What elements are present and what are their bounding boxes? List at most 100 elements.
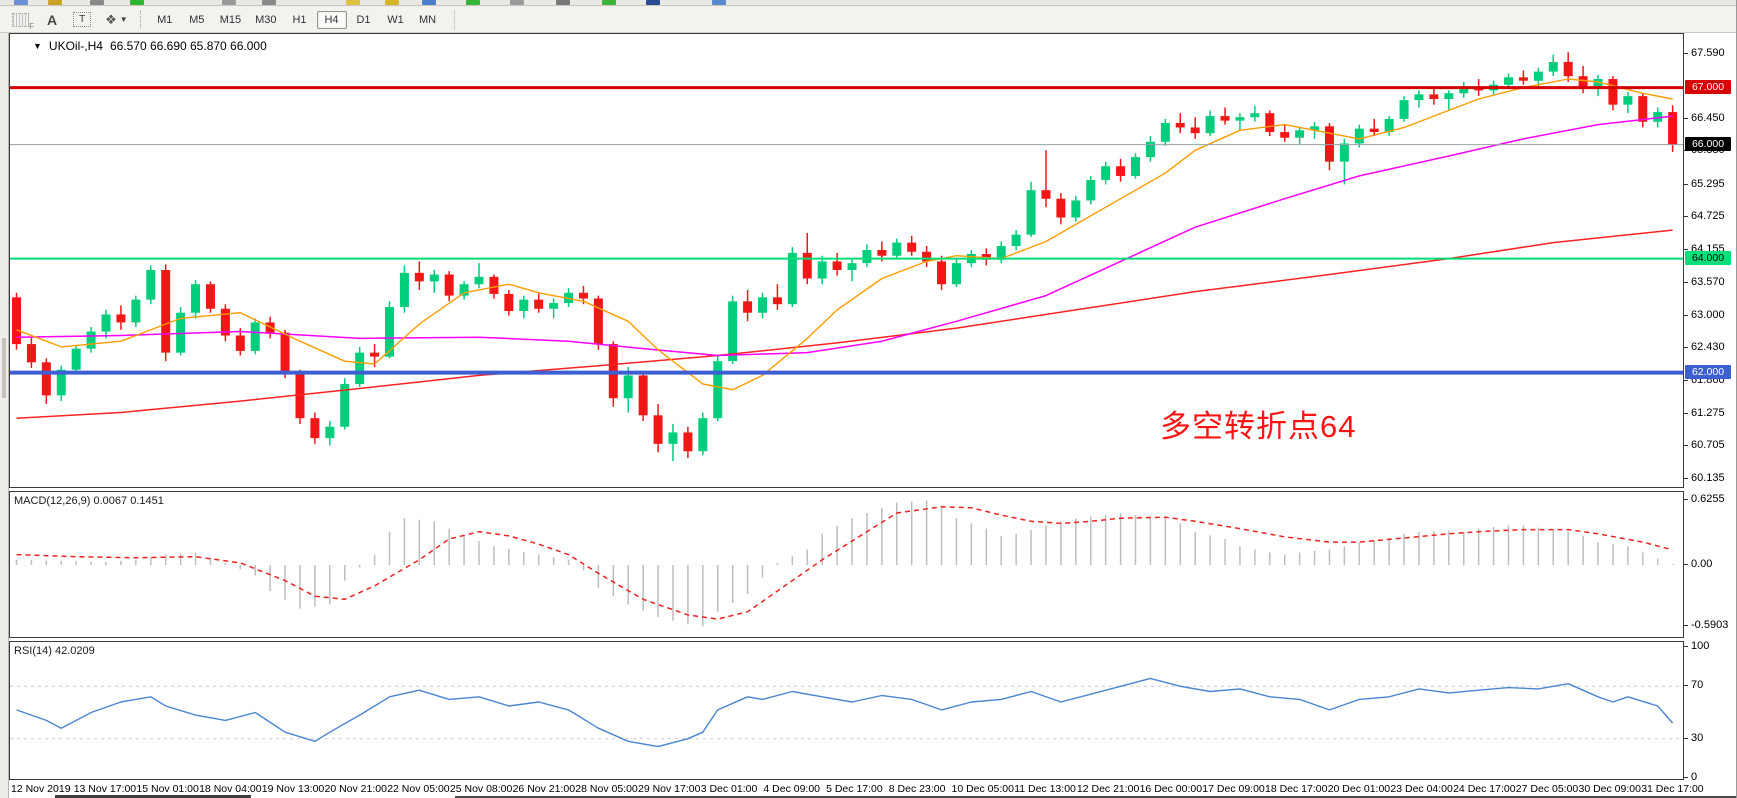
date-label: 16 Dec 00:00 xyxy=(1139,783,1203,795)
rsi-tick-label: 70 xyxy=(1691,679,1704,692)
timeframe-button-d1[interactable]: D1 xyxy=(356,13,371,26)
chart-symbol-label: UKOil-,H4 xyxy=(48,39,103,53)
axis-tick-mark xyxy=(1684,282,1688,284)
clipped-icon xyxy=(466,0,480,5)
macd-tick-label: 0.6255 xyxy=(1691,492,1725,505)
macd-histogram xyxy=(15,500,1674,627)
chart-window: ▼ UKOil-,H4 66.570 66.690 65.870 66.000 … xyxy=(9,33,1737,798)
axis-tick-mark xyxy=(1684,117,1688,119)
horizontal-scrollbar-thumb[interactable] xyxy=(55,795,251,798)
clipped-icon xyxy=(222,0,236,5)
clipped-icon xyxy=(646,0,660,5)
timeframe-button-h4[interactable]: H4 xyxy=(316,10,347,29)
date-axis[interactable]: 12 Nov 2019 13 Nov 17:00 15 Nov 01:00 18 No… xyxy=(9,781,1737,798)
date-label: 25 Nov 08:00 xyxy=(449,783,513,795)
clipped-icon xyxy=(385,0,399,5)
timeframe-button-m1[interactable]: M1 xyxy=(157,13,173,26)
clipped-icon xyxy=(130,0,144,5)
clipped-icon xyxy=(90,0,104,5)
price-badge-67.000: 67.000 xyxy=(1685,79,1731,94)
price-tick-label: 64.725 xyxy=(1691,210,1725,223)
macd-tick-label: -0.5903 xyxy=(1691,619,1729,632)
timeframe-button-mn[interactable]: MN xyxy=(418,13,437,26)
axis-tick-mark xyxy=(1684,183,1688,185)
clipped-icon xyxy=(422,0,436,5)
axis-tick-mark xyxy=(1684,685,1688,687)
price-tick-label: 67.590 xyxy=(1691,46,1725,59)
rsi-canvas[interactable] xyxy=(10,642,1683,779)
date-label: 19 Nov 13:00 xyxy=(261,783,325,795)
timeframe-button-m30[interactable]: M30 xyxy=(255,13,277,26)
price-tick-label: 65.295 xyxy=(1691,177,1725,190)
date-label: 18 Dec 17:00 xyxy=(1265,783,1328,795)
macd-tick-label: 0.00 xyxy=(1691,558,1713,570)
axis-tick-mark xyxy=(1684,445,1688,447)
axis-tick-mark xyxy=(1684,216,1688,218)
date-label: 20 Nov 21:00 xyxy=(324,783,387,795)
date-label: 31 Dec 17:00 xyxy=(1641,783,1704,795)
axis-tick-mark xyxy=(1684,646,1688,647)
axis-tick-mark xyxy=(1684,737,1688,739)
price-tick-label: 63.570 xyxy=(1691,276,1725,289)
date-label: 18 Nov 04:00 xyxy=(199,783,262,795)
date-label: 24 Dec 17:00 xyxy=(1453,783,1516,795)
price-chart-canvas[interactable] xyxy=(10,34,1683,487)
rsi-tick-label: 0 xyxy=(1691,771,1698,783)
timeframe-button-w1[interactable]: W1 xyxy=(387,13,404,26)
date-label: 4 Dec 09:00 xyxy=(763,783,821,795)
rsi-tick-label: 100 xyxy=(1691,640,1710,652)
date-label: 10 Dec 05:00 xyxy=(951,783,1014,795)
grid-cursor-icon[interactable]: F xyxy=(12,12,34,31)
date-label: 30 Dec 09:00 xyxy=(1578,783,1641,795)
timeframe-button-m5[interactable]: M5 xyxy=(189,13,205,26)
date-label: 8 Dec 23:00 xyxy=(888,783,946,795)
date-label: 29 Nov 17:00 xyxy=(638,783,701,795)
axis-tick-mark xyxy=(1684,564,1688,565)
horizontal-scrollbar-track[interactable] xyxy=(455,796,1737,798)
left-scroll-thumb[interactable] xyxy=(2,338,6,398)
clipped-icon xyxy=(346,0,360,5)
macd-pane[interactable] xyxy=(9,491,1684,638)
date-label: 12 Dec 21:00 xyxy=(1076,783,1140,795)
rsi-pane[interactable] xyxy=(9,641,1684,780)
macd-canvas[interactable] xyxy=(10,492,1683,637)
mid-ma-line xyxy=(16,115,1673,357)
date-label: 27 Dec 05:00 xyxy=(1515,783,1579,795)
axis-tick-mark xyxy=(1684,498,1688,500)
rsi-line xyxy=(16,677,1674,748)
clipped-toolbar-row xyxy=(0,0,1737,6)
main-price-pane[interactable] xyxy=(9,33,1684,488)
chevron-down-icon[interactable]: ▼ xyxy=(119,15,128,24)
axis-tick-mark xyxy=(1684,625,1688,627)
axis-tick-mark xyxy=(1684,52,1688,54)
date-label: 3 Dec 01:00 xyxy=(700,783,758,795)
moving-averages-group xyxy=(16,78,1673,419)
date-label: 20 Dec 01:00 xyxy=(1327,783,1391,795)
price-tick-label: 60.705 xyxy=(1691,439,1725,452)
macd-signal-line xyxy=(16,506,1673,620)
price-tick-label: 61.275 xyxy=(1691,406,1725,419)
date-label: 12 Nov 2019 xyxy=(11,783,71,795)
price-axis[interactable]: 67.59066.45065.88065.29564.72564.15563.5… xyxy=(1684,33,1737,783)
timeframe-button-m15[interactable]: M15 xyxy=(219,13,242,26)
axis-tick-mark xyxy=(1684,248,1688,250)
annotation-text: 多空转折点64 xyxy=(1160,409,1357,444)
axis-tick-mark xyxy=(1684,347,1688,349)
text-label-icon[interactable]: A xyxy=(47,11,58,28)
shapes-icon[interactable]: ❖ xyxy=(105,11,117,27)
collapse-triangle-icon[interactable]: ▼ xyxy=(33,41,42,51)
price-badge-62.000: 62.000 xyxy=(1685,364,1731,379)
clipped-icon xyxy=(262,0,276,5)
horizontal-lines-group xyxy=(10,86,1683,375)
slow-ma-line xyxy=(16,229,1673,419)
timeframe-group: M1 M5 M15 M30 H1 H4 D1 W1 MN xyxy=(149,10,444,29)
timeframe-button-h1[interactable]: H1 xyxy=(292,13,307,26)
text-box-icon[interactable]: T xyxy=(73,12,92,27)
date-label: 26 Nov 21:00 xyxy=(512,783,576,795)
chart-title-bar: ▼ UKOil-,H4 66.570 66.690 65.870 66.000 xyxy=(33,39,267,53)
price-badge-64.000: 64.000 xyxy=(1685,250,1731,265)
fast-ma-line xyxy=(16,78,1673,391)
clipped-icon xyxy=(14,0,28,5)
toolbar-separator xyxy=(139,10,141,29)
date-label: 13 Nov 17:00 xyxy=(73,783,137,795)
